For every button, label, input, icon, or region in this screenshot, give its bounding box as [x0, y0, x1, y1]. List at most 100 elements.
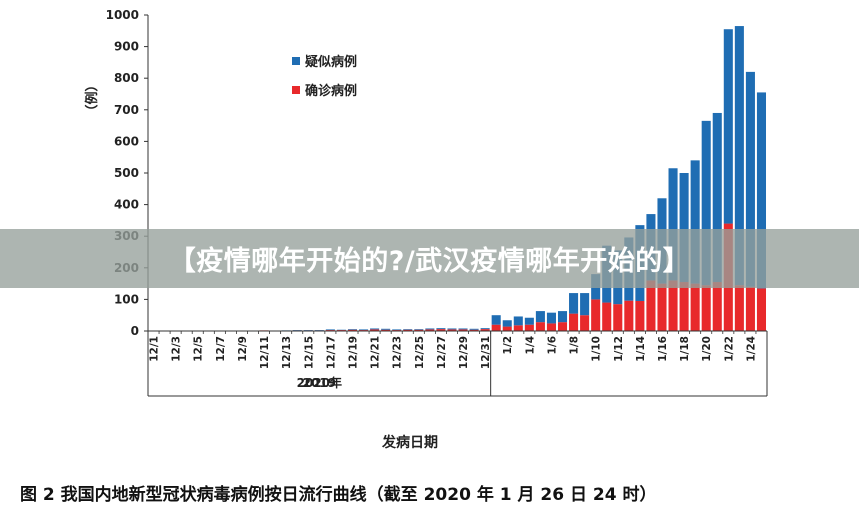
x-tick-label: 1/18	[679, 336, 691, 362]
y-tick-label: 400	[114, 198, 139, 212]
bar-suspected	[745, 71, 755, 287]
bar-confirmed	[436, 329, 446, 331]
bar-confirmed	[469, 329, 479, 331]
bar-confirmed	[347, 329, 358, 331]
x-tick-label: 12/1	[149, 336, 161, 362]
x-tick-label: 1/24	[745, 336, 757, 362]
x-tick-label: 12/17	[325, 336, 337, 369]
x-tick-label: 12/9	[237, 336, 249, 362]
year-label-2019: 2019	[303, 376, 336, 390]
x-tick-label: 1/14	[635, 336, 647, 362]
bar-confirmed	[701, 285, 711, 331]
bar-suspected	[580, 293, 590, 316]
bar-suspected	[535, 311, 545, 323]
bar-confirmed	[635, 300, 645, 331]
bar-suspected	[370, 328, 380, 330]
bar-confirmed	[734, 285, 744, 331]
bar-confirmed	[458, 329, 468, 331]
bar-suspected	[425, 328, 435, 330]
x-tick-label: 1/20	[701, 336, 713, 362]
bar-confirmed	[491, 324, 501, 331]
x-tick-label: 12/19	[347, 336, 359, 369]
y-tick-label: 600	[114, 134, 139, 148]
x-tick-label: 12/11	[259, 336, 271, 369]
y-tick-label: 1000	[106, 8, 139, 22]
bar-suspected	[557, 311, 568, 323]
y-tick-label: 900	[114, 40, 139, 54]
x-tick-label: 1/4	[524, 336, 536, 354]
bar-confirmed	[602, 302, 612, 331]
x-tick-label: 12/29	[458, 336, 470, 369]
x-tick-label: 12/25	[414, 336, 426, 369]
bar-suspected	[469, 328, 479, 330]
y-axis-label: （例）	[84, 78, 100, 117]
bar-confirmed	[557, 322, 568, 331]
bar-confirmed	[425, 329, 435, 331]
x-tick-label: 12/31	[480, 336, 492, 369]
x-tick-label: 12/5	[193, 336, 205, 362]
bar-confirmed	[591, 299, 601, 331]
y-tick-label: 700	[114, 103, 139, 117]
x-tick-label: 1/12	[613, 336, 625, 362]
x-tick-label: 12/21	[370, 336, 382, 369]
bar-confirmed	[502, 326, 512, 331]
x-tick-label: 1/10	[591, 336, 603, 362]
bar-confirmed	[546, 323, 556, 331]
bar-confirmed	[679, 282, 689, 331]
bar-confirmed	[513, 325, 523, 331]
bar-confirmed	[580, 315, 590, 331]
legend-swatch-confirmed	[292, 86, 300, 94]
bar-suspected	[668, 168, 678, 281]
bar-confirmed	[403, 329, 413, 331]
banner-title: 【疫情哪年开始的?/武汉疫情哪年开始的】	[168, 246, 691, 277]
x-tick-label: 1/6	[546, 336, 558, 354]
bar-suspected	[690, 160, 700, 284]
x-tick-label: 1/16	[657, 336, 669, 362]
legend-label-suspected: 疑似病例	[305, 54, 357, 70]
bar-suspected	[359, 329, 369, 331]
y-tick-label: 800	[114, 71, 139, 85]
bar-confirmed	[370, 329, 380, 331]
legend-swatch-suspected	[292, 57, 300, 65]
bar-confirmed	[646, 280, 656, 331]
bar-suspected	[712, 112, 722, 283]
bar-suspected	[480, 328, 490, 330]
bar-confirmed	[414, 329, 424, 331]
bar-suspected	[701, 120, 711, 286]
bar-suspected	[524, 317, 534, 325]
bar-suspected	[513, 316, 523, 326]
bar-suspected	[723, 29, 733, 224]
bar-suspected	[436, 328, 446, 330]
x-axis-label: 发病日期	[381, 434, 438, 451]
bar-confirmed	[690, 283, 700, 331]
bar-suspected	[447, 328, 457, 330]
bar-confirmed	[569, 313, 579, 331]
bar-confirmed	[624, 300, 634, 331]
title-banner: 【疫情哪年开始的?/武汉疫情哪年开始的】	[0, 229, 859, 288]
bar-confirmed	[613, 304, 623, 331]
bar-confirmed	[447, 329, 457, 331]
x-tick-label: 1/22	[723, 336, 735, 362]
y-tick-label: 100	[114, 292, 139, 306]
x-tick-label: 12/13	[281, 336, 293, 369]
legend: 疑似病例 确诊病例	[292, 54, 357, 99]
bar-confirmed	[535, 322, 545, 331]
bar-suspected	[458, 328, 468, 330]
bar-suspected	[392, 329, 402, 331]
bar-suspected	[569, 293, 579, 314]
bar-suspected	[381, 328, 391, 330]
bar-confirmed	[381, 329, 391, 331]
y-tick-label: 500	[114, 166, 139, 180]
x-tick-label: 1/8	[569, 336, 581, 354]
legend-label-confirmed: 确诊病例	[305, 83, 357, 99]
bar-suspected	[546, 312, 556, 324]
bar-suspected	[414, 329, 424, 330]
bar-confirmed	[745, 286, 755, 331]
bar-suspected	[491, 315, 501, 325]
bar-suspected	[756, 92, 767, 289]
bar-confirmed	[712, 282, 722, 331]
bar-confirmed	[668, 280, 678, 331]
bar-suspected	[734, 26, 744, 286]
x-tick-label: 12/15	[303, 336, 315, 369]
y-tick-label: 0	[131, 324, 139, 338]
